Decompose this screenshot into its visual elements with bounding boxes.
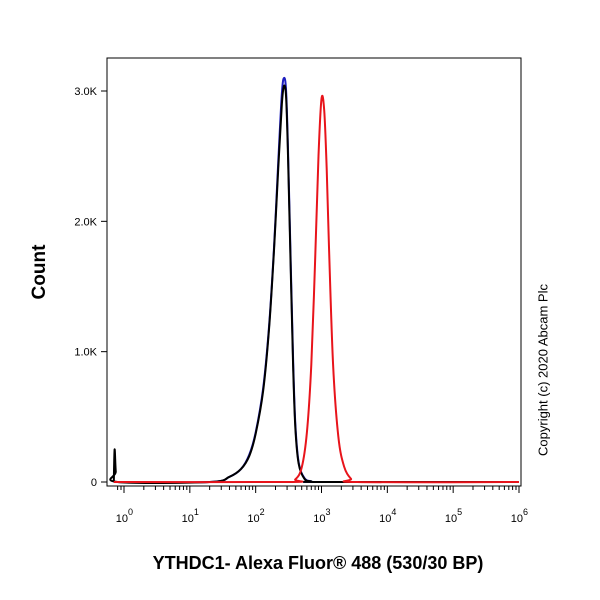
x-tick-exponent: 1 — [194, 507, 199, 517]
x-tick-label: 10 — [313, 513, 325, 525]
plot-frame — [106, 57, 522, 487]
series-layer — [109, 76, 520, 485]
x-tick-label: 10 — [511, 513, 523, 525]
copyright-text: Copyright (c) 2020 Abcam Plc — [535, 284, 550, 456]
x-tick-exponent: 2 — [260, 507, 265, 517]
x-tick-label: 10 — [182, 513, 194, 525]
x-tick-base: 10 — [116, 513, 128, 525]
y-tick-label: 3.0K — [74, 86, 97, 98]
x-tick-base: 10 — [313, 513, 325, 525]
x-tick-label: 10 — [247, 513, 259, 525]
x-tick-base: 10 — [247, 513, 259, 525]
y-tick-label: 1.0K — [74, 347, 97, 359]
x-tick-exponent: 6 — [523, 507, 528, 517]
x-tick-label: 10 — [116, 513, 128, 525]
y-tick-label: 0 — [91, 477, 97, 489]
series-2-line — [113, 94, 520, 484]
x-tick-base: 10 — [379, 513, 391, 525]
x-axis-label: YTHDC1- Alexa Fluor® 488 (530/30 BP) — [153, 553, 484, 573]
x-tick-exponent: 3 — [326, 507, 331, 517]
x-tick-base: 10 — [445, 513, 457, 525]
x-tick-exponent: 0 — [128, 507, 133, 517]
y-axis-label: Count — [29, 244, 50, 300]
y-ticks: 0 1.0K 2.0K 3.0K — [74, 86, 107, 489]
x-tick-label: 10 — [445, 513, 457, 525]
x-tick-exponent: 4 — [391, 507, 396, 517]
x-tick-base: 10 — [511, 513, 523, 525]
x-tick-label: 10 — [379, 513, 391, 525]
x-tick-base: 10 — [182, 513, 194, 525]
x-tick-exponent: 5 — [457, 507, 462, 517]
y-tick-label: 2.0K — [74, 216, 97, 228]
